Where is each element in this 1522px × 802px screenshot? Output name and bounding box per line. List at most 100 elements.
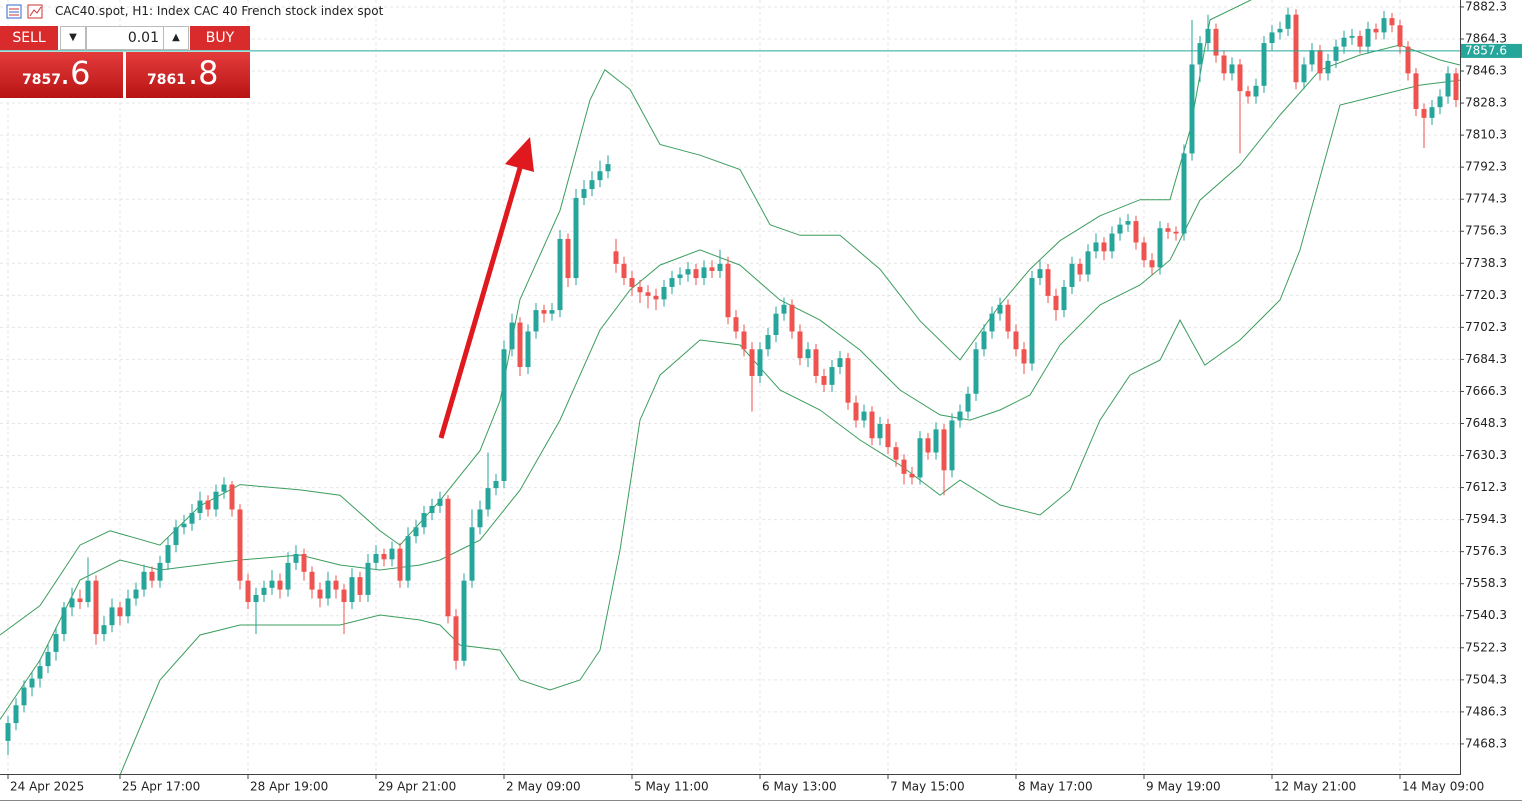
candle-body	[613, 251, 619, 264]
candle-body	[717, 263, 723, 271]
candle-body	[885, 424, 891, 448]
bid-price[interactable]: 7857 .6	[0, 52, 123, 98]
lot-input[interactable]: 0.01	[86, 26, 164, 50]
candle-body	[725, 263, 731, 318]
candle-body	[829, 367, 835, 385]
candle-body	[261, 587, 267, 595]
candle-body	[1333, 46, 1339, 61]
x-tick-label: 24 Apr 2025	[10, 780, 84, 794]
candle-body	[1237, 64, 1243, 92]
candle-body	[1301, 64, 1307, 83]
candle-body	[213, 491, 219, 510]
x-tick-label: 6 May 13:00	[762, 780, 837, 794]
candle-body	[101, 625, 107, 635]
candle-body	[629, 278, 635, 287]
candle-body	[1325, 60, 1331, 74]
y-tick-label: 7864.3	[1465, 31, 1507, 45]
arrow-head	[505, 137, 534, 172]
candle-body	[117, 607, 123, 617]
y-tick-label: 7666.3	[1465, 384, 1507, 398]
candle-body	[661, 286, 667, 300]
y-tick-label: 7486.3	[1465, 704, 1507, 718]
y-tick-label: 7756.3	[1465, 224, 1507, 238]
y-tick-label: 7594.3	[1465, 512, 1507, 526]
candle-body	[821, 375, 827, 385]
y-tick-label: 7828.3	[1465, 96, 1507, 110]
candle-body	[997, 304, 1003, 314]
candle-body	[581, 189, 587, 198]
candle-body	[941, 429, 947, 471]
chart-icons	[6, 4, 43, 19]
candle-body	[29, 678, 35, 688]
candle-body	[845, 358, 851, 403]
candle-body	[557, 238, 563, 311]
candle-body	[789, 304, 795, 332]
candle-body	[1381, 18, 1387, 33]
candle-body	[373, 553, 379, 563]
candle-body	[541, 310, 547, 314]
candle-body	[157, 562, 163, 581]
y-tick-label: 7882.3	[1465, 0, 1507, 13]
candle-body	[45, 651, 51, 667]
y-tick-label: 7846.3	[1465, 64, 1507, 78]
candle-body	[621, 263, 627, 279]
candle-body	[333, 580, 339, 590]
candle-body	[925, 438, 931, 453]
candle-body	[981, 331, 987, 350]
candle-body	[469, 527, 475, 581]
candle-body	[1429, 107, 1435, 118]
x-tick-label: 5 May 11:00	[634, 780, 709, 794]
candle-body	[525, 331, 531, 368]
candle-body	[733, 317, 739, 332]
candle-body	[805, 349, 811, 359]
candle-body	[1253, 85, 1259, 97]
candle-body	[461, 580, 467, 661]
candle-body	[1405, 46, 1411, 74]
candle-body	[269, 580, 275, 588]
current-price-tag	[1461, 43, 1522, 58]
bollinger-band	[0, 44, 1460, 720]
candle-body	[565, 238, 571, 279]
candle-body	[589, 180, 595, 190]
candle-body	[365, 562, 371, 595]
plot-area	[0, 0, 1460, 774]
candle-body	[1357, 35, 1363, 47]
lot-decrease[interactable]: ▼	[60, 26, 86, 50]
lot-increase[interactable]: ▲	[163, 26, 189, 50]
candle-body	[69, 598, 75, 608]
candle-body	[861, 411, 867, 421]
candle-body	[597, 171, 603, 181]
candle-body	[1341, 37, 1347, 47]
candle-body	[1005, 304, 1011, 332]
candle-body	[1045, 269, 1051, 296]
candle-body	[645, 292, 651, 296]
candle-body	[1029, 278, 1035, 364]
candle-body	[149, 571, 155, 581]
sell-button[interactable]: SELL	[0, 26, 58, 50]
candle-body	[853, 402, 859, 421]
candle-body	[181, 523, 187, 528]
candle-body	[1117, 224, 1123, 234]
candle-body	[229, 484, 235, 510]
x-tick-label: 29 Apr 21:00	[378, 780, 456, 794]
candle-body	[397, 548, 403, 581]
candle-body	[757, 349, 763, 376]
ask-big: 7861	[147, 72, 186, 88]
candle-body	[509, 322, 515, 350]
candle-body	[1413, 73, 1419, 109]
candle-body	[933, 429, 939, 453]
candle-body	[701, 267, 707, 279]
candle-body	[429, 505, 435, 514]
candle-body	[61, 607, 67, 635]
candle-body	[317, 589, 323, 599]
buy-button[interactable]: BUY	[190, 26, 250, 50]
candle-body	[1021, 349, 1027, 364]
ask-price[interactable]: 7861 .8	[126, 52, 250, 98]
candle-body	[205, 500, 211, 510]
candle-body	[405, 536, 411, 581]
candle-body	[1445, 73, 1451, 97]
y-tick-label: 7522.3	[1465, 640, 1507, 654]
candle-body	[877, 424, 883, 439]
candle-body	[1149, 260, 1155, 268]
